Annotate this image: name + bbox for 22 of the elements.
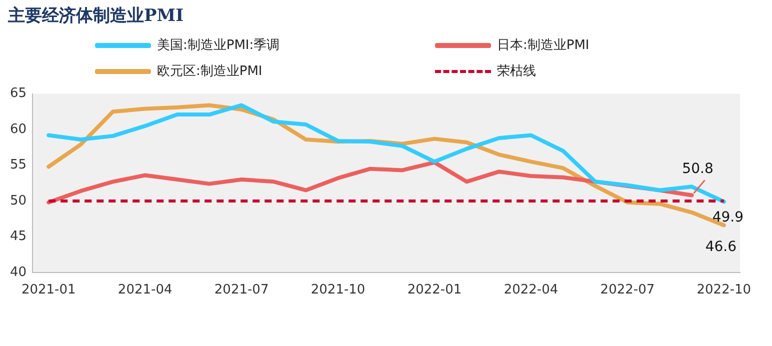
y-tick-label: 40 bbox=[10, 264, 27, 280]
x-tick-label: 2022-04 bbox=[504, 282, 558, 298]
y-tick-label: 65 bbox=[10, 86, 27, 102]
legend-label: 美国:制造业PMI:季调 bbox=[157, 37, 280, 54]
annotation: 50.8 bbox=[682, 161, 714, 178]
x-tick-label: 2021-07 bbox=[214, 282, 269, 298]
x-tick-label: 2021-04 bbox=[118, 282, 172, 298]
legend-label: 欧元区:制造业PMI bbox=[157, 63, 262, 80]
chart-title: 主要经济体制造业PMI bbox=[8, 5, 184, 27]
x-tick-label: 2021-10 bbox=[310, 282, 366, 298]
x-tick-label: 2021-01 bbox=[21, 282, 76, 298]
legend-label: 日本:制造业PMI bbox=[497, 37, 590, 54]
x-tick-label: 2022-01 bbox=[407, 282, 462, 298]
y-tick-label: 45 bbox=[10, 229, 27, 244]
y-tick-label: 55 bbox=[10, 158, 27, 173]
x-tick-label: 2022-07 bbox=[600, 282, 655, 298]
annotation: 46.6 bbox=[705, 239, 737, 256]
legend-label: 荣枯线 bbox=[497, 63, 536, 80]
annotation: 49.9 bbox=[712, 210, 744, 226]
x-tick-label: 2022-10 bbox=[696, 282, 752, 298]
y-tick-label: 50 bbox=[10, 193, 27, 208]
y-tick-label: 60 bbox=[10, 122, 27, 137]
